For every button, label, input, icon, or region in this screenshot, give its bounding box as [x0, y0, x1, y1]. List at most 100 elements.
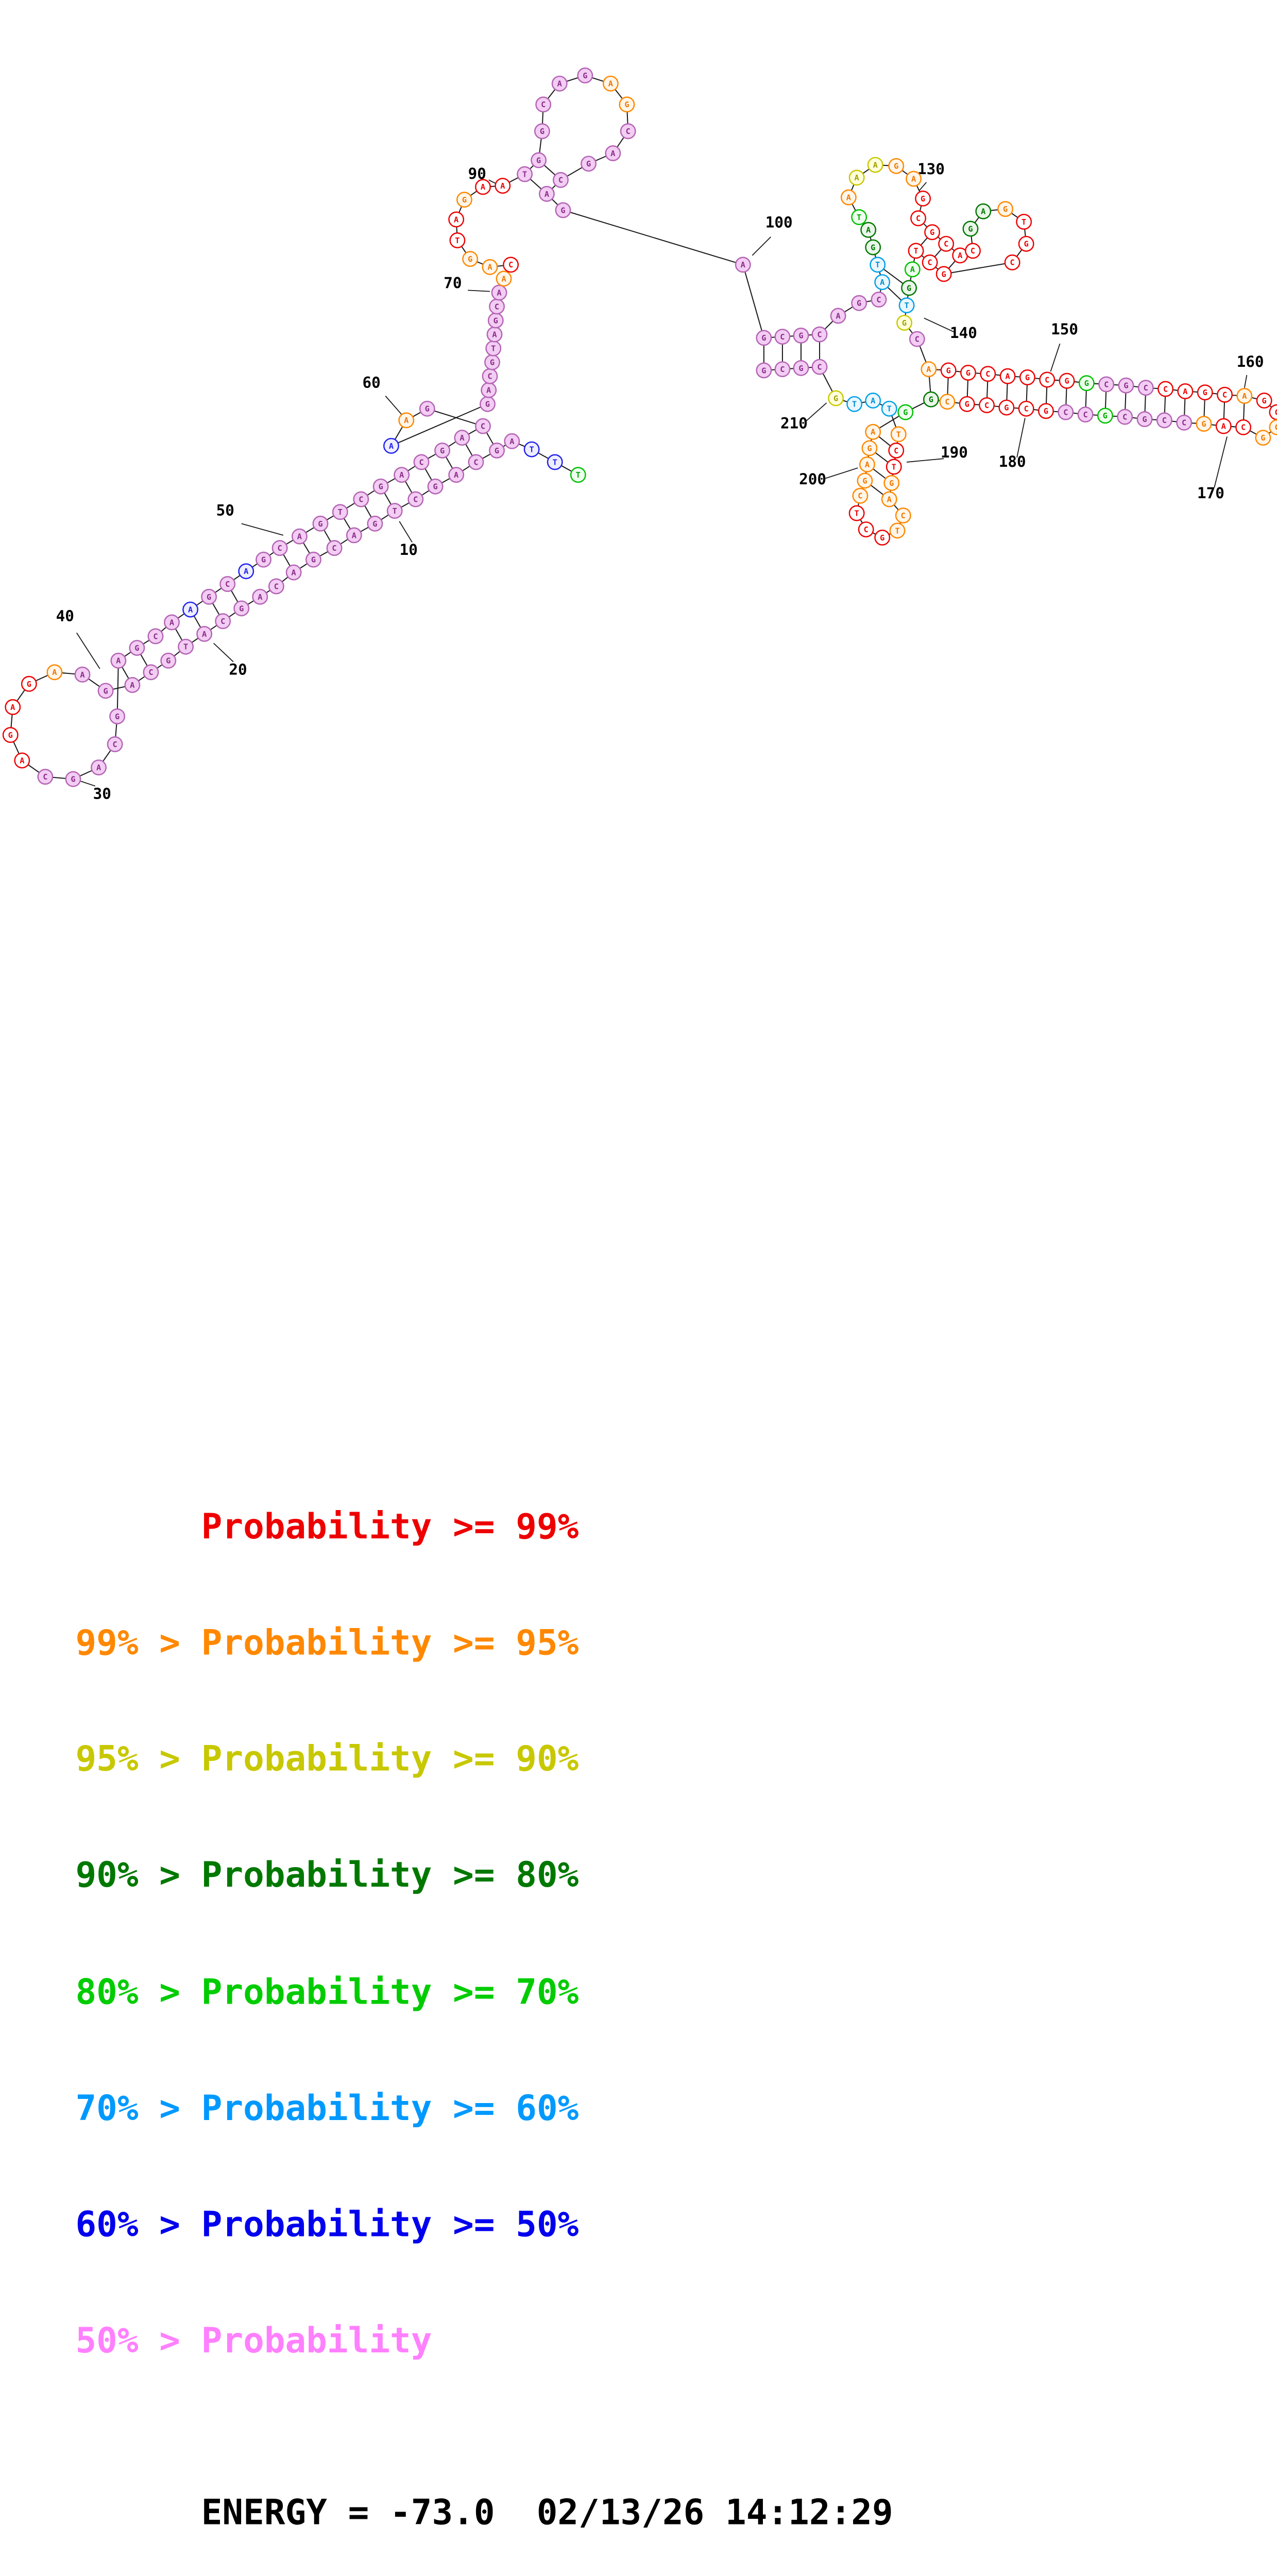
nucleotide-letter: C [487, 372, 492, 381]
nucleotide [252, 588, 268, 605]
nucleotide-letter: G [311, 555, 316, 565]
nucleotide-letter: G [1064, 377, 1069, 386]
nucleotide [924, 224, 941, 241]
nucleotide-letter: C [274, 582, 279, 591]
nucleotide [1058, 404, 1074, 420]
nucleotide-letter: G [929, 395, 933, 404]
nucleotide [830, 308, 846, 324]
nucleotide-letter: G [1262, 396, 1267, 405]
position-label: 170 [1197, 484, 1224, 502]
nucleotide [908, 243, 924, 259]
nucleotide [998, 399, 1015, 416]
nucleotide-letter: A [459, 433, 464, 443]
nucleotide-letter: A [169, 618, 174, 627]
nucleotide-letter: C [495, 302, 499, 311]
nucleotide-letter: G [1103, 411, 1108, 420]
nucleotide-letter: A [20, 756, 24, 766]
nucleotide [555, 202, 571, 218]
nucleotide [848, 505, 865, 521]
nucleotide [462, 251, 479, 267]
nucleotide [774, 361, 791, 378]
nucleotide-letter: C [220, 617, 225, 626]
nucleotide [874, 529, 891, 546]
nucleotide [147, 628, 164, 645]
nucleotide-letter: T [338, 507, 343, 517]
nucleotide-letter: G [462, 195, 467, 205]
nucleotide-letter: C [419, 457, 423, 467]
nucleotide [896, 315, 912, 331]
nucleotide [901, 280, 917, 296]
nucleotide [939, 394, 956, 410]
position-label: 60 [363, 374, 381, 392]
nucleotide [1236, 388, 1253, 404]
nucleotide [861, 440, 878, 456]
nucleotide-letter: A [557, 79, 562, 89]
nucleotide [1038, 403, 1054, 419]
nucleotide-letter: C [780, 365, 785, 374]
nucleotide-letter: A [501, 274, 506, 283]
nucleotide-letter: G [1123, 381, 1128, 391]
nucleotide-letter: C [1163, 384, 1168, 394]
nucleotide [394, 467, 410, 483]
nucleotide [997, 201, 1014, 217]
nucleotide-letter: A [10, 703, 15, 712]
nucleotide-letter: A [509, 437, 514, 446]
legend-item-99: Probability >= 99% [75, 1506, 579, 1548]
nucleotide [2, 727, 19, 743]
position-label: 20 [229, 660, 247, 678]
nucleotide-letter: C [944, 240, 948, 249]
position-label: 40 [56, 607, 74, 625]
nucleotide-letter: G [440, 446, 445, 455]
nucleotide-letter: A [297, 532, 302, 541]
position-label-leader [825, 467, 858, 479]
nucleotide [468, 454, 484, 470]
nucleotide [367, 515, 383, 532]
nucleotide [921, 361, 937, 378]
nucleotide-letter: G [761, 366, 766, 375]
nucleotide-letter: C [970, 246, 975, 256]
nucleotide-letter: A [116, 656, 121, 666]
nucleotide-letter: A [1183, 387, 1187, 396]
nucleotide-letter: A [96, 763, 101, 772]
nucleotide-letter: G [867, 444, 872, 453]
nucleotide [870, 257, 886, 273]
nucleotide-letter: C [473, 457, 478, 467]
nucleotide-letter: A [926, 365, 931, 374]
nucleotide-letter: C [1104, 380, 1109, 389]
nucleotide [874, 274, 891, 291]
nucleotide-letter: C [1063, 408, 1068, 417]
nucleotide-letter: G [966, 368, 970, 378]
nucleotide-letter: G [433, 482, 437, 492]
nucleotide-letter: C [894, 446, 898, 455]
nucleotide-letter: G [134, 643, 139, 653]
nucleotide-letter: C [541, 100, 546, 109]
nucleotide-letter: A [481, 182, 485, 192]
nucleotide-letter: A [981, 207, 985, 216]
nucleotide-letter: G [857, 299, 861, 308]
nucleotide [21, 675, 37, 692]
nucleotide-letter: T [852, 400, 857, 409]
nucleotide [860, 222, 877, 238]
nucleotide-letter: G [862, 476, 867, 485]
nucleotide [897, 404, 914, 420]
backbone-bond [391, 403, 488, 447]
nucleotide [1117, 409, 1133, 425]
nucleotide-letter: A [399, 470, 404, 480]
nucleotide-letter: C [928, 258, 932, 267]
legend-item-90: 95% > Probability >= 90% [75, 1739, 579, 1781]
nucleotide-letter: T [522, 170, 527, 179]
nucleotide [922, 254, 938, 270]
nucleotide [846, 396, 863, 412]
nucleotide-letter: A [887, 495, 892, 504]
nucleotide [865, 423, 881, 440]
nucleotide [851, 209, 867, 225]
nucleotide [5, 699, 21, 715]
nucleotide-letter: G [907, 283, 911, 293]
nucleotide [91, 759, 107, 776]
nucleotide [577, 67, 593, 83]
nucleotide [852, 487, 869, 504]
nucleotide [840, 189, 857, 206]
nucleotide [496, 270, 512, 287]
nucleotide-letter: A [610, 149, 615, 158]
